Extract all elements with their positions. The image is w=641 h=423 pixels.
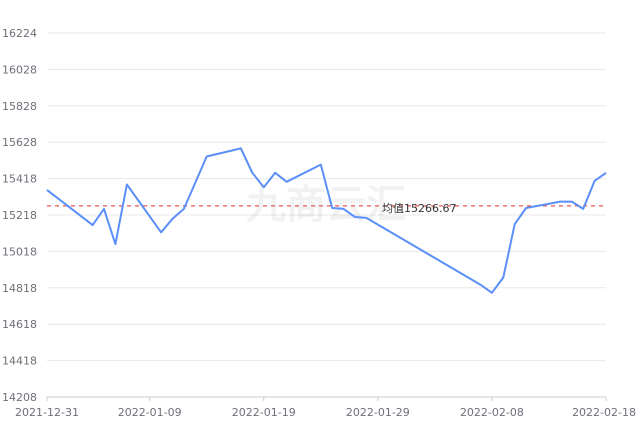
y-tick-label: 14418 [2, 355, 37, 368]
y-tick-label: 16028 [2, 63, 37, 76]
y-tick-label: 14208 [2, 391, 37, 404]
y-tick-label: 15828 [2, 100, 37, 113]
y-tick-label: 15628 [2, 136, 37, 149]
x-tick-label: 2022-01-19 [232, 406, 296, 419]
x-tick-label: 2022-02-18 [572, 406, 636, 419]
x-tick-label: 2022-02-08 [460, 406, 524, 419]
average-marker: 均值15266.67 [47, 202, 606, 215]
y-tick-label: 15018 [2, 245, 37, 258]
y-tick-label: 14818 [2, 282, 37, 295]
x-tick-label: 2022-01-09 [118, 406, 182, 419]
y-axis: 16224 16028 15828 15628 15418 15218 15018 14818… [2, 27, 37, 404]
series-line [46, 147, 607, 294]
x-axis: 2021-12-31 2022-01-09 2022-01-19 2022-01-29… [15, 397, 636, 419]
x-tick-label: 2021-12-31 [15, 406, 79, 419]
average-label: 均值15266.67 [382, 202, 457, 215]
y-tick-label: 15218 [2, 209, 37, 222]
y-tick-label: 14618 [2, 318, 37, 331]
y-tick-label: 16224 [2, 27, 37, 40]
y-tick-label: 15418 [2, 173, 37, 186]
x-tick-label: 2022-01-29 [346, 406, 410, 419]
series [46, 147, 607, 294]
watermark: 九商云汇 [246, 182, 406, 228]
grid [47, 32, 606, 398]
